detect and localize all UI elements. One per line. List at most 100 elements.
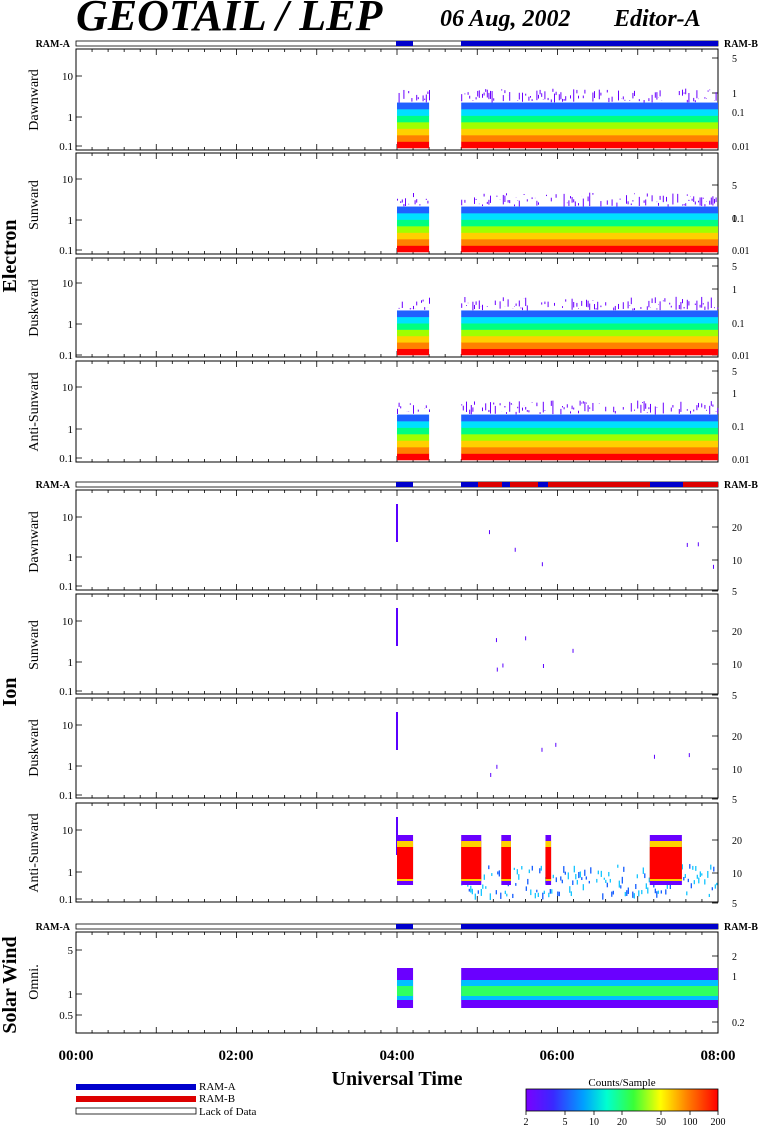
spectrogram-cell — [461, 141, 718, 149]
spectrogram-cell — [638, 196, 640, 206]
x-tick-label: 08:00 — [701, 1048, 736, 1064]
spectrogram-cell — [502, 95, 504, 102]
spectrogram-cell — [502, 297, 504, 302]
spectrogram-cell — [582, 198, 584, 207]
y-tick-label-left: 1 — [68, 215, 74, 227]
spectrogram-cell — [541, 562, 543, 567]
spectrogram-cell — [561, 879, 563, 884]
spectrogram-cell — [397, 239, 430, 246]
spectrogram-cell — [461, 986, 718, 996]
plot-title: GEOTAIL / LEP — [76, 0, 384, 40]
panel-title-electron-anti-sunward: Anti-Sunward — [27, 372, 42, 451]
spectrogram-cell — [545, 847, 552, 879]
spectrogram-cell — [688, 92, 690, 103]
spectrogram-cell — [633, 893, 635, 899]
spectrogram-cell — [397, 128, 430, 136]
spectrogram-cell — [669, 883, 671, 890]
spectrogram-cell — [709, 405, 711, 415]
spectrogram-cell — [461, 427, 718, 435]
spectrogram-cell — [558, 891, 560, 897]
spectrogram-cell — [627, 887, 629, 894]
spectrogram-cell — [677, 193, 679, 203]
spectrogram-cell — [429, 90, 430, 101]
spectrogram-cell — [704, 306, 706, 310]
spectrogram-cell — [578, 203, 579, 206]
spectrogram-cell — [397, 434, 430, 441]
spectrogram-cell — [502, 663, 504, 668]
spectrogram-cell — [548, 892, 550, 898]
spectrogram-cell — [598, 89, 600, 100]
spectrogram-cell — [582, 884, 584, 891]
spectrogram-cell — [709, 89, 711, 91]
spectrogram-cell — [493, 98, 495, 101]
colorbar-tick-label: 5 — [563, 1117, 568, 1128]
spectrogram-cell — [695, 866, 697, 871]
spectrogram-cell — [659, 90, 661, 97]
x-tick-label: 00:00 — [59, 1048, 94, 1064]
spectrogram-cell — [521, 866, 523, 870]
spectrogram-cell — [461, 206, 718, 214]
spectrogram-cell — [490, 195, 491, 203]
spectrogram-cell — [486, 306, 488, 307]
spectrogram-cell — [491, 91, 493, 103]
spectrogram-cell — [396, 712, 398, 750]
spectrogram-cell — [461, 219, 718, 227]
spectrogram-cell — [688, 753, 690, 758]
spectrogram-cell — [704, 204, 706, 207]
spectrogram-cell — [474, 401, 475, 405]
spectrogram-cell — [536, 402, 538, 407]
spectrogram-cell — [482, 304, 483, 311]
spectrogram-cell — [531, 865, 533, 871]
spectrogram-cell — [467, 92, 469, 95]
spectrogram-cell — [623, 866, 625, 872]
spectrogram-cell — [651, 298, 653, 304]
ram-bar-left-label: RAM-A — [36, 39, 71, 50]
ram-bar-left-label: RAM-A — [36, 922, 71, 933]
spectrogram-cell — [600, 870, 602, 877]
y-tick-label-right: 10 — [732, 869, 742, 880]
y-tick-label-right: 5 — [732, 262, 737, 273]
spectrogram-cell — [606, 200, 608, 205]
spectrogram-cell — [411, 98, 413, 102]
spectrogram-cell — [495, 890, 497, 895]
y-tick-label-left: 1 — [68, 989, 74, 1001]
spectrogram-cell — [589, 407, 591, 409]
spectrogram-cell — [461, 239, 718, 246]
spectrogram-cell — [579, 871, 581, 878]
spectrogram-cell — [522, 92, 523, 102]
spectrogram-cell — [683, 204, 685, 206]
spectrogram-cell — [662, 402, 664, 414]
spectrogram-cell — [502, 194, 504, 205]
y-tick-label-left: 10 — [62, 616, 74, 628]
spectrogram-cell — [657, 890, 659, 894]
spectrogram-cell — [397, 335, 430, 343]
colorbar-tick-label: 200 — [711, 1117, 726, 1128]
spectrogram-cell — [417, 409, 419, 412]
y-tick-label-left: 10 — [62, 382, 74, 394]
spectrogram-cell — [659, 195, 661, 200]
spectrogram-cell — [546, 194, 547, 197]
spectrogram-cell — [685, 88, 687, 95]
spectrogram-cell — [491, 873, 493, 876]
spectrogram-cell — [619, 198, 621, 200]
spectrogram-cell — [648, 98, 650, 102]
legend-swatch-lack — [75, 1107, 197, 1115]
spectrogram-cell — [504, 890, 506, 895]
colorbar-tick-label: 2 — [524, 1117, 529, 1128]
spectrogram-cell — [515, 411, 517, 415]
spectrogram-cell — [461, 434, 718, 441]
spectrogram-cell — [466, 401, 467, 412]
spectrogram-cell — [704, 97, 706, 99]
spectrogram-cell — [565, 96, 567, 101]
spectrogram-cell — [489, 893, 491, 901]
legend-label-ram-b: RAM-B — [199, 1093, 235, 1105]
spectrogram-cell — [539, 868, 541, 874]
spectrogram-cell — [573, 407, 575, 410]
spectrogram-cell — [405, 198, 406, 207]
spectrogram-cell — [613, 307, 615, 311]
spectrogram-cell — [573, 301, 575, 308]
spectrogram-cell — [461, 323, 718, 330]
spectrogram-cell — [692, 865, 694, 870]
spectrogram-cell — [501, 847, 511, 879]
spectrogram-cell — [587, 196, 589, 202]
